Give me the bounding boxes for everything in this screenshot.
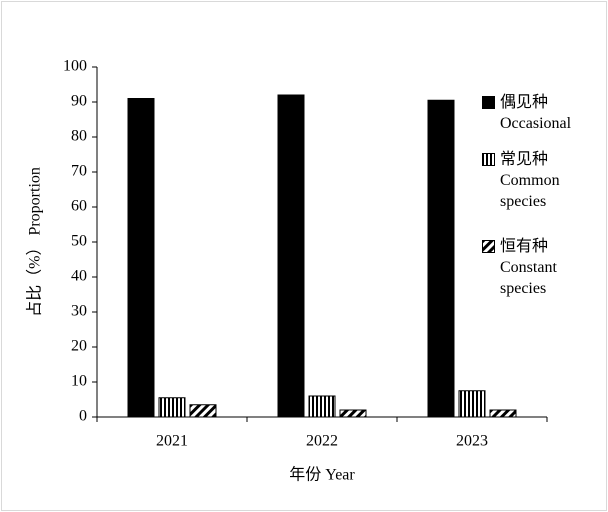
bar — [489, 409, 517, 418]
legend-swatch-box — [482, 240, 495, 253]
bar — [127, 98, 155, 418]
x-axis-title: 年份 Year — [289, 466, 355, 484]
y-tick-label: 100 — [63, 58, 87, 75]
legend-swatch — [482, 96, 495, 109]
y-tick-label: 70 — [71, 163, 87, 180]
legend-item: 恒有种 Constant species — [482, 236, 592, 299]
legend-label: 偶见种 Occasional — [500, 94, 572, 132]
bar — [158, 397, 186, 418]
bar — [427, 99, 455, 418]
legend-swatch-box — [482, 153, 495, 166]
y-tick-label: 60 — [71, 198, 87, 215]
bar — [189, 404, 217, 418]
x-tick-label: 2023 — [456, 433, 488, 450]
bar — [458, 390, 486, 418]
legend-label: 常见种 Common species — [500, 151, 560, 210]
y-tick-label: 10 — [71, 373, 87, 390]
x-tick-label: 2022 — [306, 433, 338, 450]
y-tick-label: 0 — [79, 408, 87, 425]
legend-item: 偶见种 Occasional — [482, 92, 592, 134]
y-tick-label: 80 — [71, 128, 87, 145]
y-tick-label: 30 — [71, 303, 87, 320]
y-axis-title: 占比（%） Proportion — [26, 167, 44, 317]
bar — [339, 409, 367, 418]
legend-swatch — [482, 153, 495, 166]
y-tick-label: 40 — [71, 268, 87, 285]
bar — [308, 395, 336, 418]
legend-label: 恒有种 Constant species — [500, 238, 557, 297]
legend-swatch — [482, 240, 495, 253]
bar — [277, 94, 305, 418]
legend-item: 常见种 Common species — [482, 149, 592, 212]
y-tick-label: 90 — [71, 93, 87, 110]
legend-swatch-box — [482, 96, 495, 109]
y-tick-label: 20 — [71, 338, 87, 355]
y-tick-label: 50 — [71, 233, 87, 250]
x-tick-label: 2021 — [156, 433, 188, 450]
